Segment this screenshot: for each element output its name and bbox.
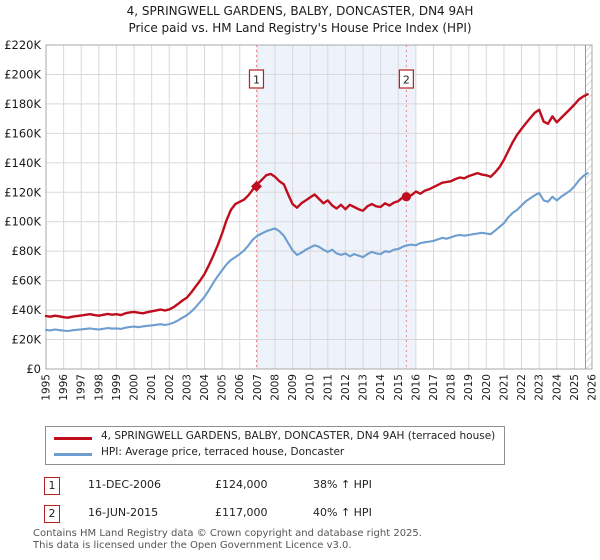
- hpi-line-swatch: [54, 453, 92, 456]
- x-tick-label: 2017: [428, 374, 440, 401]
- x-tick-label: 2001: [146, 374, 158, 401]
- x-tick-label: 2026: [587, 374, 599, 401]
- annotation-1-badge: 1: [44, 477, 60, 495]
- annotation-2-price: £117,000: [215, 506, 268, 519]
- x-tick-label: 2011: [322, 374, 334, 401]
- chart-subtitle: Price paid vs. HM Land Registry's House …: [128, 21, 472, 35]
- annotation-2-hpi-delta: 40% ↑ HPI: [313, 506, 372, 519]
- y-tick-label: £100K: [4, 215, 41, 229]
- x-tick-label: 2000: [129, 374, 141, 401]
- sale-marker-2: [401, 192, 411, 202]
- y-tick-label: £200K: [4, 67, 41, 81]
- sale-label-box-2: [398, 69, 414, 89]
- legend-label-hpi: HPI: Average price, terraced house, Donc…: [101, 446, 345, 458]
- y-tick-label: £60K: [12, 274, 42, 288]
- x-tick-label: 2020: [481, 374, 493, 401]
- property-line-swatch: [54, 437, 92, 440]
- y-tick-label: £20K: [12, 333, 42, 347]
- x-tick-label: 2005: [217, 374, 229, 401]
- hpi-line: [44, 172, 589, 333]
- annotation-1-date: 11-DEC-2006: [88, 478, 162, 491]
- y-tick-label: £40K: [12, 303, 42, 317]
- sale-label-text-2: 2: [403, 74, 410, 87]
- legend-row-hpi: HPI: Average price, terraced house, Donc…: [46, 446, 504, 462]
- x-tick-label: 2016: [410, 374, 422, 401]
- annotation-1-hpi-delta: 38% ↑ HPI: [313, 478, 372, 491]
- no-data-hatch-band: [585, 45, 592, 369]
- x-tick-label: 2014: [375, 374, 387, 401]
- x-tick-label: 2015: [393, 374, 405, 401]
- x-tick-label: 2013: [358, 374, 370, 401]
- footer-copyright: Contains HM Land Registry data © Crown c…: [33, 528, 422, 539]
- annotation-2-badge: 2: [44, 505, 60, 523]
- x-tick-label: 2007: [252, 374, 264, 401]
- x-tick-label: 2012: [340, 374, 352, 401]
- x-tick-label: 1998: [93, 374, 105, 401]
- x-tick-label: 2021: [498, 374, 510, 401]
- chart-title: 4, SPRINGWELL GARDENS, BALBY, DONCASTER,…: [126, 4, 474, 18]
- x-tick-label: 2008: [269, 374, 281, 401]
- x-tick-label: 2009: [287, 374, 299, 401]
- annotation-2-date: 16-JUN-2015: [88, 506, 159, 519]
- plot-frame: [45, 44, 593, 370]
- price-history-chart: 1 2 £0 £20K £40K £60K £80K £100K £120K £140K £160K…: [4, 38, 599, 401]
- y-tick-label: £80K: [12, 244, 42, 258]
- footer-licence: This data is licensed under the Open Gov…: [33, 540, 352, 551]
- x-tick-label: 2003: [181, 374, 193, 401]
- legend: 4, SPRINGWELL GARDENS, BALBY, DONCASTER,…: [45, 426, 505, 465]
- x-tick-label: 2019: [463, 374, 475, 401]
- x-tick-label: 2002: [164, 374, 176, 401]
- y-tick-label: £220K: [4, 38, 41, 52]
- x-tick-label: 2010: [305, 374, 317, 401]
- sale-marker-1: [250, 180, 262, 192]
- x-tick-label: 1999: [111, 374, 123, 401]
- x-tick-label: 2022: [516, 374, 528, 401]
- y-tick-label: £140K: [4, 156, 41, 170]
- x-tick-label: 1995: [41, 374, 53, 401]
- y-tick-label: £0: [26, 362, 41, 376]
- y-tick-label: £120K: [4, 185, 41, 199]
- x-tick-label: 1997: [76, 374, 88, 401]
- x-tick-label: 2023: [534, 374, 546, 401]
- y-tick-label: £160K: [4, 126, 41, 140]
- legend-row-property: 4, SPRINGWELL GARDENS, BALBY, DONCASTER,…: [46, 430, 504, 446]
- x-tick-label: 2018: [446, 374, 458, 401]
- x-tick-label: 2004: [199, 374, 211, 401]
- annotation-1-price: £124,000: [215, 478, 268, 491]
- y-tick-label: £180K: [4, 97, 41, 111]
- property-price-line: [44, 93, 589, 319]
- sale-label-text-1: 1: [253, 74, 260, 87]
- x-tick-label: 1996: [58, 374, 70, 401]
- x-tick-label: 2006: [234, 374, 246, 401]
- legend-label-property: 4, SPRINGWELL GARDENS, BALBY, DONCASTER,…: [101, 430, 496, 442]
- sale-label-box-1: [248, 69, 265, 89]
- x-tick-label: 2024: [551, 374, 563, 401]
- x-tick-label: 2025: [569, 374, 581, 401]
